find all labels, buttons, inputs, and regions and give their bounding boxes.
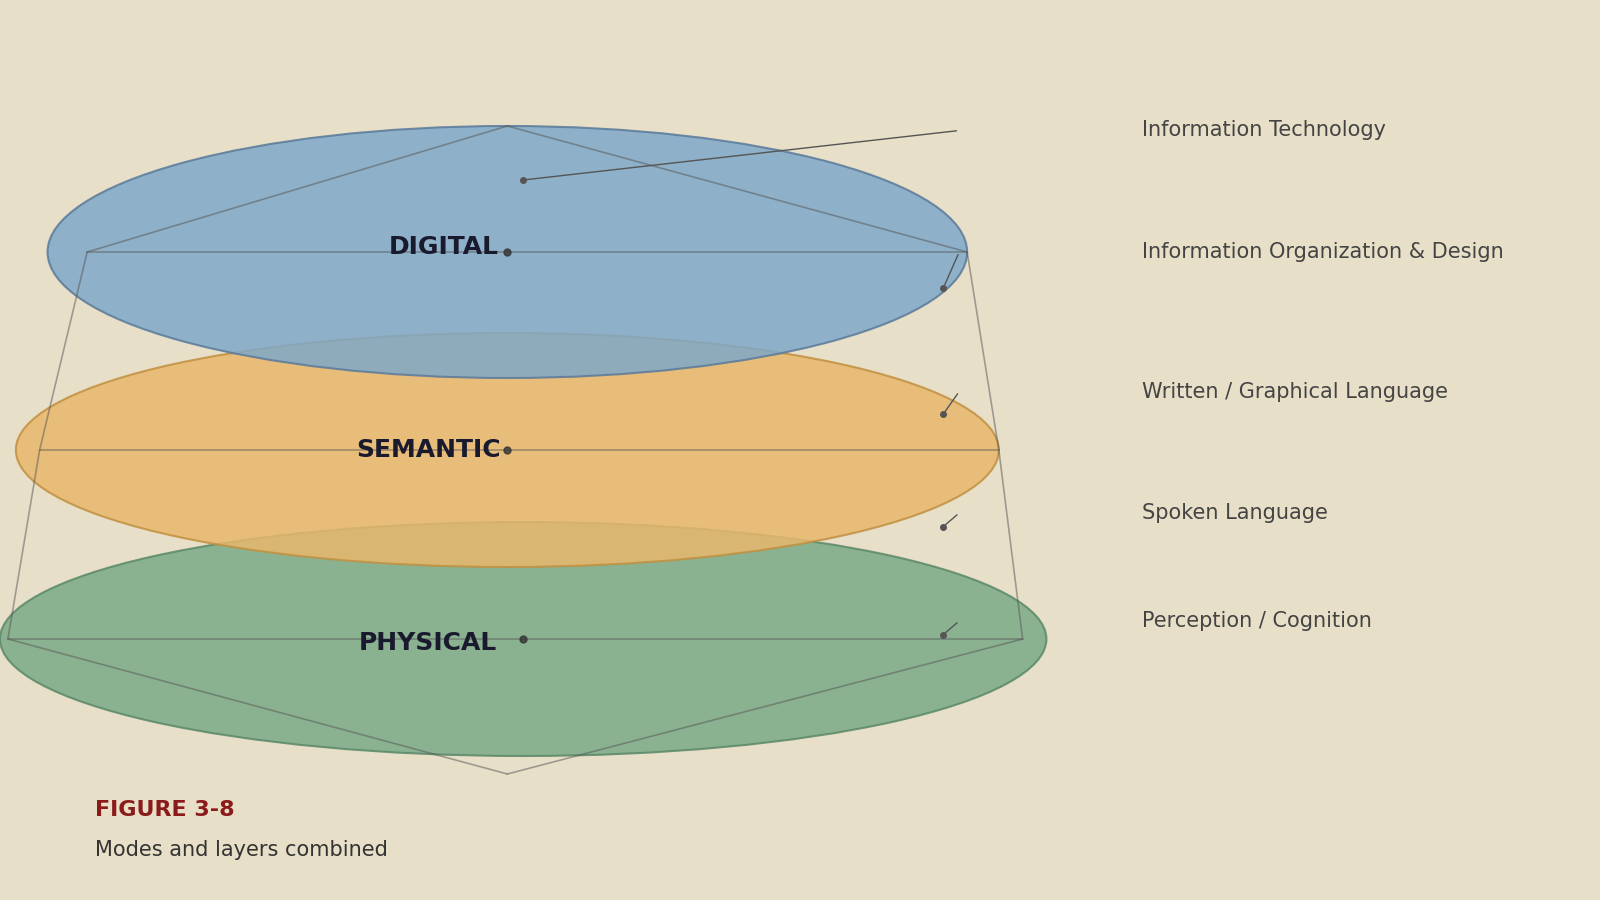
Text: Written / Graphical Language: Written / Graphical Language — [1141, 382, 1448, 401]
Text: PHYSICAL: PHYSICAL — [358, 632, 498, 655]
Text: Perception / Cognition: Perception / Cognition — [1141, 611, 1371, 631]
Text: Modes and layers combined: Modes and layers combined — [94, 841, 389, 860]
Ellipse shape — [16, 333, 998, 567]
Text: FIGURE 3-8: FIGURE 3-8 — [94, 800, 235, 820]
Text: SEMANTIC: SEMANTIC — [355, 438, 501, 462]
Ellipse shape — [48, 126, 966, 378]
Text: Spoken Language: Spoken Language — [1141, 503, 1328, 523]
Ellipse shape — [0, 522, 1046, 756]
Text: Information Technology: Information Technology — [1141, 121, 1386, 140]
Text: Information Organization & Design: Information Organization & Design — [1141, 242, 1504, 262]
Text: DIGITAL: DIGITAL — [389, 236, 499, 259]
